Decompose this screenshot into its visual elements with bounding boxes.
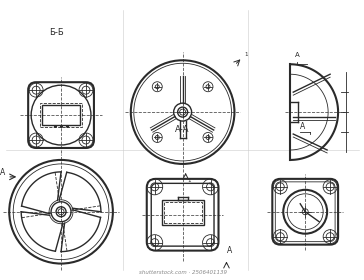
Text: А: А	[0, 168, 5, 177]
Text: А-А: А-А	[175, 125, 190, 134]
Text: Б-Б: Б-Б	[49, 28, 63, 37]
Bar	[42, 105, 80, 125]
Text: 1: 1	[244, 52, 248, 57]
Bar	[40, 103, 82, 127]
Bar	[164, 202, 202, 223]
Text: А: А	[300, 122, 305, 131]
Bar	[162, 200, 203, 225]
Text: А: А	[226, 246, 232, 255]
Text: А: А	[295, 52, 300, 58]
Text: shutterstock.com · 2506401139: shutterstock.com · 2506401139	[139, 270, 227, 274]
Text: 1: 1	[187, 178, 191, 183]
